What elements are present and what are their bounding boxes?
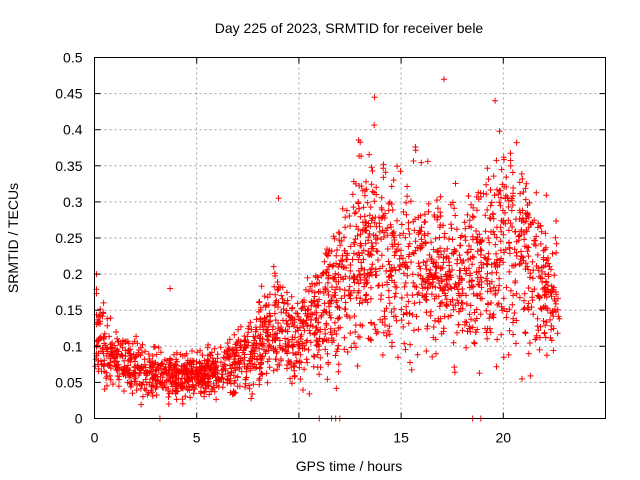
y-tick-label: 0.3: [63, 194, 83, 210]
axis-ticks: [94, 57, 606, 419]
y-axis-label: SRMTID / TECUs: [5, 183, 21, 293]
x-tick-label: 0: [91, 430, 99, 446]
x-tick-label: 5: [193, 430, 201, 446]
y-tick-label: 0.5: [63, 50, 83, 66]
x-tick-label: 15: [393, 430, 409, 446]
y-tick-label: 0.4: [63, 122, 83, 138]
grid: [94, 57, 606, 419]
y-tick-label: 0: [75, 411, 83, 427]
y-tick-label: 0.25: [55, 230, 82, 246]
x-tick-label: 20: [496, 430, 512, 446]
scatter-markers: [92, 76, 563, 422]
x-tick-label: 10: [291, 430, 307, 446]
y-tick-label: 0.15: [55, 302, 82, 318]
y-tick-label: 0.45: [55, 86, 82, 102]
y-tick-label: 0.35: [55, 158, 82, 174]
data-points: [92, 76, 563, 422]
y-tick-label: 0.2: [63, 266, 83, 282]
y-tick-label: 0.1: [63, 338, 83, 354]
x-axis-label: GPS time / hours: [296, 458, 403, 474]
chart-title: Day 225 of 2023, SRMTID for receiver bel…: [215, 20, 484, 36]
y-tick-label: 0.05: [55, 374, 82, 390]
y-tick-labels: 0 0.05 0.1 0.15 0.2 0.25 0.3 0.35 0.4 0.45 0.5: [55, 50, 82, 427]
x-tick-labels: 0 5 10 15 20: [91, 430, 512, 446]
